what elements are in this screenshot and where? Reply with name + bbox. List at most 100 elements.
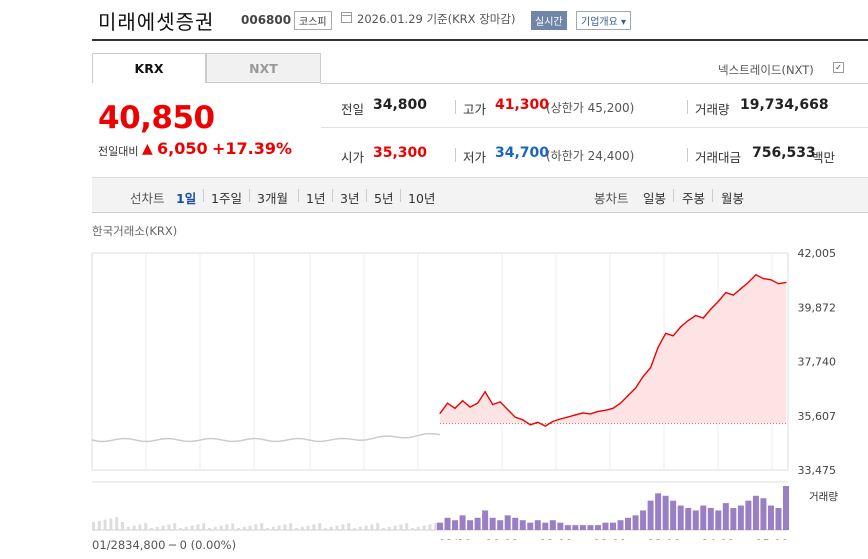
low-label: 저가 [463,150,487,165]
volume-bar [594,525,601,530]
price-point [770,279,772,281]
open-label: 시가 [341,150,365,165]
prev-volume-bar [144,523,148,530]
amount-label: 거래대금 [695,150,742,165]
open-value: 35,300 [373,145,428,161]
tab-underline [321,83,868,84]
prev-close-value: 34,800 [373,97,428,113]
price-area-fill [440,274,786,427]
volume-bar [610,522,616,530]
prev-volume-bar [208,528,211,530]
price-point [650,367,652,369]
period-3m[interactable]: 3개월 [257,191,288,206]
price-point [717,300,719,303]
price-point [567,416,569,418]
x-tick-label: 12:00 [593,537,626,540]
prev-volume-bar [219,525,223,530]
prev-volume-bar [271,526,275,530]
nextrade-link[interactable]: 넥스트레이드(NXT) [718,63,814,77]
company-overview-button[interactable]: 기업개요 ▾ [576,11,631,30]
separator [366,189,367,202]
low-value: 34,700 [495,145,550,161]
price-point [702,317,704,319]
volume-bar [519,520,526,530]
stats-divider [321,127,868,128]
period-10y[interactable]: 10년 [408,191,436,206]
volume-bar [497,520,504,530]
tab-krx[interactable]: KRX [92,53,206,83]
period-daily[interactable]: 일봉 [643,191,667,206]
prev-volume-bar [237,528,240,530]
price-point [665,332,667,334]
price-point [582,412,584,414]
volume-bar [760,498,767,530]
period-monthly[interactable]: 월봉 [721,191,745,206]
prev-day-summary: 01/2834,800 ─ 0 (0.00%) [92,538,237,552]
prev-volume-bar [150,528,153,530]
volume-bar [564,525,571,530]
period-1d[interactable]: 1일 [176,191,197,206]
prev-volume-bar [277,525,281,530]
price-point [747,281,749,283]
prev-volume-bar [306,525,310,530]
price-point [484,391,486,393]
price-point [499,401,501,403]
price-point [740,288,742,290]
price-chart: 42,005 39,872 37,740 35,607 33,475 01/29 10:00… [91,247,836,540]
prev-volume-bar [184,526,188,530]
stock-code: 006800 [241,13,292,27]
prev-volume-bar [353,528,356,530]
prev-volume-bar [341,524,345,530]
change-label: 전일대비 [98,145,139,158]
volume-bar [474,517,481,530]
prev-volume-bar [422,525,426,530]
volume-bar [670,500,677,530]
separator [249,189,250,202]
prev-volume-bar [167,524,171,530]
prev-volume-bar [161,525,165,530]
period-1y[interactable]: 1년 [306,191,326,206]
realtime-button[interactable]: 실시간 [531,11,567,30]
price-point [755,274,757,276]
volume-label: 거래량 [695,102,730,117]
prev-volume-bar [231,523,235,530]
prev-volume-bar [242,526,246,530]
header-divider [92,39,868,41]
volume-legend: 거래량 [809,491,838,503]
price-point [559,418,561,420]
volume-bar [587,525,594,530]
prev-volume-bar [97,520,101,530]
price-point [492,403,494,406]
lower-limit: (하한가 24,400) [546,149,635,163]
prev-volume-bar [92,522,95,530]
price-point [529,424,531,426]
volume-bar [557,522,564,530]
prev-volume-bar [225,524,229,530]
prev-volume-bar [283,524,287,530]
volume-bar [647,500,654,530]
price-point [687,319,689,322]
prev-volume-bar [103,519,107,530]
prev-volume-bar [132,525,136,530]
prev-volume-bar [295,528,298,530]
prev-close-label: 전일 [341,102,365,117]
volume-bar [692,510,699,530]
volume-value: 19,734,668 [740,97,829,113]
period-5y[interactable]: 5년 [374,191,394,206]
price-point [619,402,622,404]
tab-nxt[interactable]: NXT [206,53,321,83]
volume-bar [489,517,496,530]
prev-volume-bar [393,525,397,530]
prev-volume-bar [370,524,374,530]
period-3y[interactable]: 3년 [340,191,360,206]
nextrade-checkbox[interactable]: ✓ [833,62,844,73]
volume-bar [640,510,647,530]
price-point [522,419,524,421]
prev-volume-bar [254,524,258,530]
separator [687,148,688,162]
price-point [762,277,765,280]
volume-bar [504,515,511,530]
volume-bar [534,520,541,530]
period-1w[interactable]: 1주일 [211,191,242,206]
period-weekly[interactable]: 주봉 [682,191,706,206]
